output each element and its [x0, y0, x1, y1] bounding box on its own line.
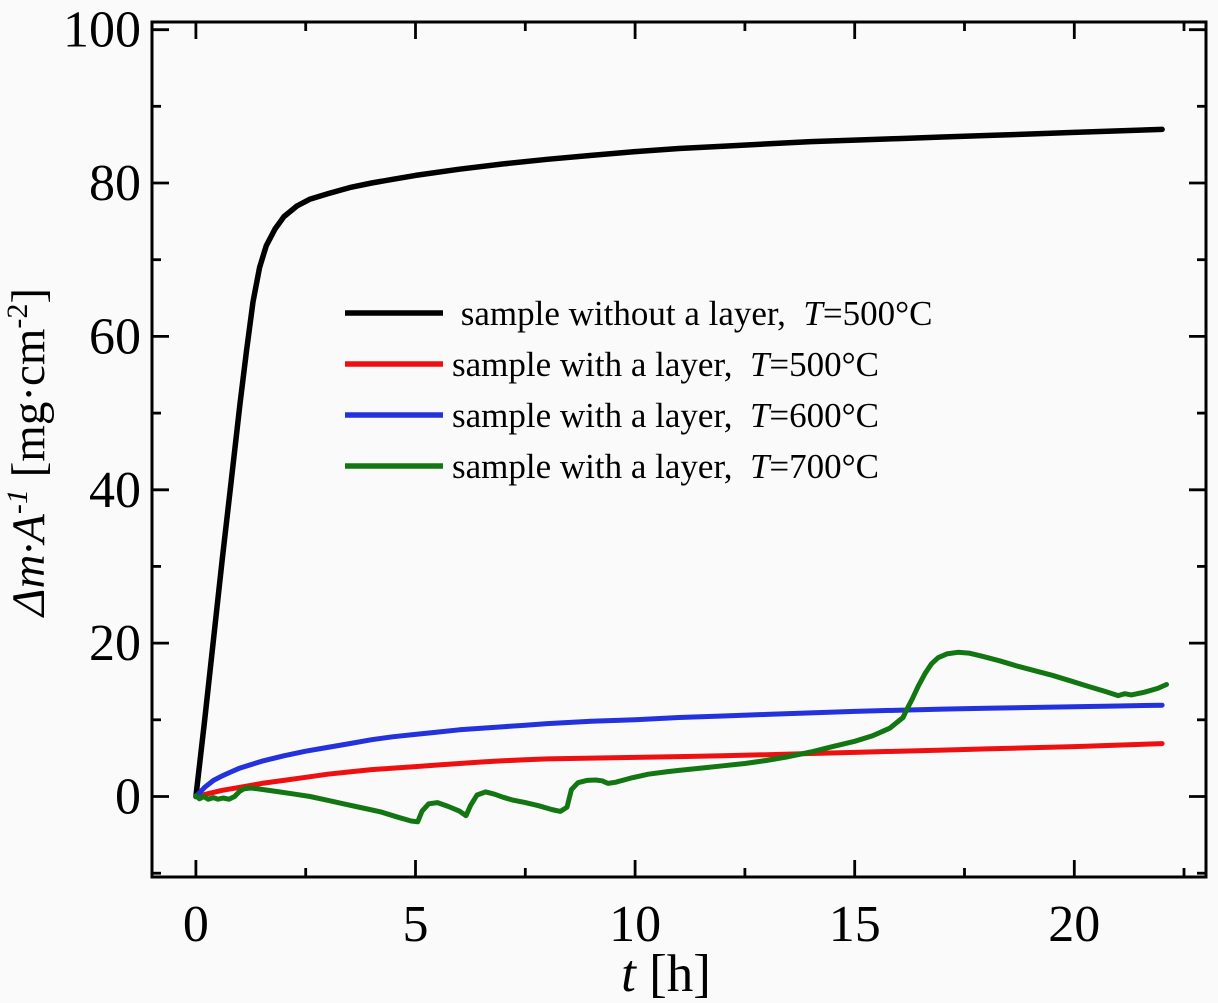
legend-label-text: sample with a layer,	[452, 396, 750, 435]
legend-temp-symbol: T	[750, 447, 772, 486]
x-axis-variable: t	[621, 945, 637, 1003]
x-tick-label-5: 5	[403, 896, 429, 953]
legend-label-text: sample with a layer,	[452, 345, 750, 384]
series-line-sample-without-layer-500C	[193, 126, 1165, 800]
y-axis-variable: Δm·A	[3, 514, 55, 618]
series-line-sample-with-layer-700C	[193, 649, 1169, 825]
legend-temp-value: =500°C	[769, 345, 879, 384]
y-tick-label-0: 0	[115, 769, 141, 826]
y-axis-unit-close: ]	[3, 288, 55, 304]
legend-temp-value: =600°C	[769, 396, 879, 435]
legend-temp-value: =700°C	[769, 447, 879, 486]
axis-ticks	[152, 22, 1206, 877]
y-tick-label-40: 40	[89, 462, 141, 519]
y-axis-unit: [mg·cm	[3, 329, 55, 490]
x-axis-unit: [h]	[636, 945, 711, 1003]
legend-label-sample-with-layer-700C: sample with a layer, T=700°C	[452, 447, 879, 486]
y-tick-label-20: 20	[89, 615, 141, 672]
legend-label-sample-with-layer-500C: sample with a layer, T=500°C	[452, 345, 879, 384]
x-tick-label-10: 10	[609, 896, 661, 953]
legend-label-text: sample with a layer,	[452, 447, 750, 486]
series-line-sample-with-layer-500C	[193, 741, 1165, 799]
legend-temp-symbol: T	[803, 294, 825, 333]
x-axis-label: t [h]	[621, 945, 711, 1003]
y-axis-variable-exponent: -1	[1, 489, 34, 514]
series-line-sample-with-layer-600C	[193, 702, 1165, 799]
y-axis-unit-exponent: -2	[1, 304, 34, 329]
y-tick-labels: 0 20 40 60 80 100	[63, 2, 141, 826]
x-tick-labels: 0 5 10 15 20	[183, 896, 1100, 953]
legend-label-sample-with-layer-600C: sample with a layer, T=600°C	[452, 396, 879, 435]
legend-label-sample-without-layer-500C: sample without a layer, T=500°C	[452, 294, 932, 333]
y-tick-label-100: 100	[63, 2, 141, 59]
x-tick-label-20: 20	[1048, 896, 1100, 953]
x-tick-label-15: 15	[829, 896, 881, 953]
plot-frame	[150, 20, 1208, 879]
x-tick-label-0: 0	[183, 896, 209, 953]
y-axis-label: Δm·A-1 [mg·cm-2]	[1, 288, 55, 618]
legend-temp-value: =500°C	[823, 294, 933, 333]
legend-temp-symbol: T	[750, 345, 772, 384]
y-tick-label-60: 60	[89, 308, 141, 365]
legend-temp-symbol: T	[750, 396, 772, 435]
legend-label-text: sample without a layer,	[452, 294, 803, 333]
y-tick-label-80: 80	[89, 155, 141, 212]
